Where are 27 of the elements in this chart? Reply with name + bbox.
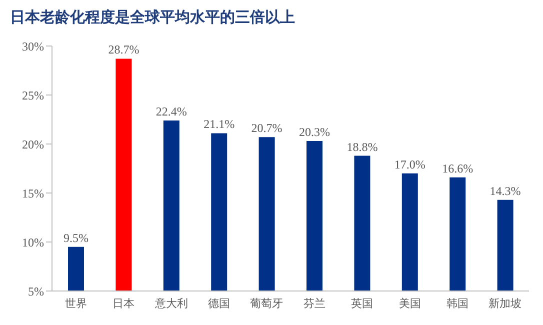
y-tick-label: 10% xyxy=(22,235,44,250)
x-tick-label: 葡萄牙 xyxy=(250,296,284,310)
x-tick-label: 日本 xyxy=(112,296,135,310)
x-tick-label: 韩国 xyxy=(446,296,468,310)
x-tick-label: 意大利 xyxy=(154,296,188,310)
y-tick-label: 30% xyxy=(22,39,44,54)
x-tick-label: 英国 xyxy=(351,296,374,310)
y-tick-label: 15% xyxy=(22,186,44,200)
data-label: 22.4% xyxy=(156,104,187,118)
y-tick-label: 5% xyxy=(28,284,44,298)
data-label: 21.1% xyxy=(204,117,235,132)
x-tick-label: 世界 xyxy=(64,296,87,310)
data-label: 28.7% xyxy=(108,42,140,57)
x-tick-label: 新加坡 xyxy=(488,296,522,310)
chart-title: 日本老龄化程度是全球平均水平的三倍以上 xyxy=(9,8,296,28)
data-label: 20.7% xyxy=(251,121,282,136)
data-label: 9.5% xyxy=(64,230,88,245)
x-tick-label: 德国 xyxy=(208,296,230,310)
x-tick-label: 美国 xyxy=(398,296,421,310)
data-label: 20.3% xyxy=(299,125,330,140)
data-label: 17.0% xyxy=(394,157,426,172)
data-label: 14.3% xyxy=(490,184,521,198)
data-label: 18.8% xyxy=(346,140,378,154)
x-tick-label: 芬兰 xyxy=(303,296,326,310)
y-tick-label: 20% xyxy=(22,137,44,152)
data-label: 16.6% xyxy=(442,161,474,176)
y-tick-label: 25% xyxy=(22,88,44,102)
